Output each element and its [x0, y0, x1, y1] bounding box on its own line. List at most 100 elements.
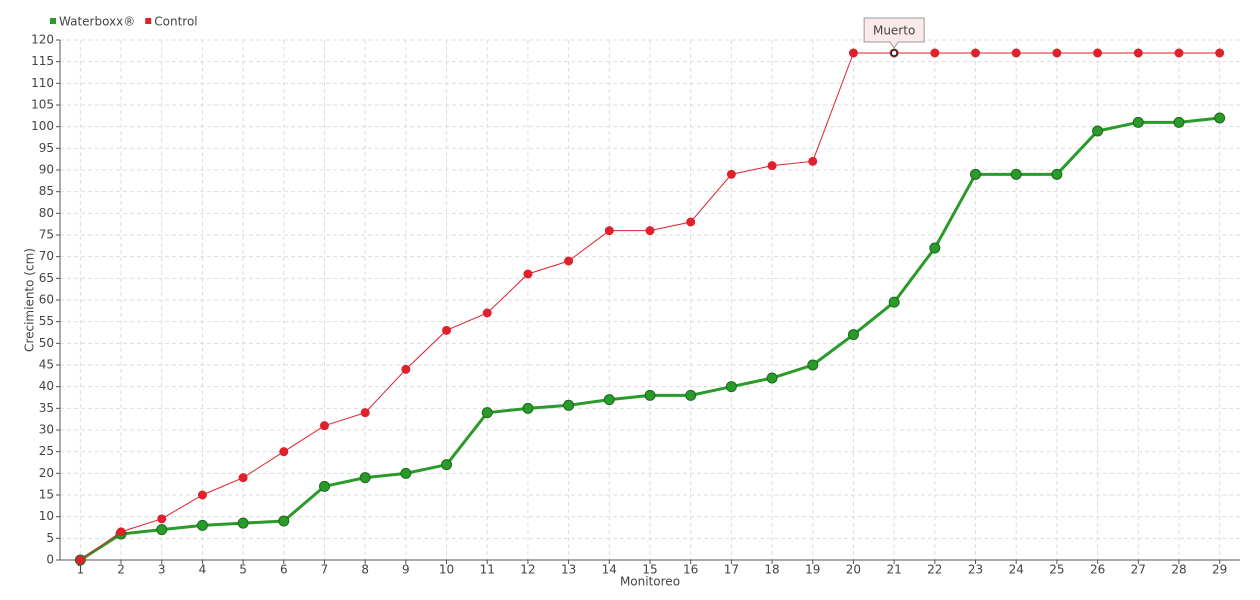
- y-tick-label: 105: [31, 98, 54, 112]
- data-point: [237, 517, 249, 529]
- y-tick-label: 25: [39, 444, 54, 458]
- data-point: [1174, 48, 1184, 58]
- data-point: [1214, 112, 1226, 124]
- data-point: [523, 269, 533, 279]
- data-point: [685, 389, 697, 401]
- x-tick-label: 15: [642, 563, 657, 577]
- data-point: [1132, 116, 1144, 128]
- x-tick-label: 19: [805, 563, 820, 577]
- data-point: [482, 308, 492, 318]
- series-line: [79, 116, 1220, 562]
- data-point: [603, 394, 615, 406]
- y-tick-label: 10: [39, 509, 54, 523]
- x-tick-label: 24: [1009, 563, 1024, 577]
- x-tick-label: 16: [683, 563, 698, 577]
- x-tick-label: 26: [1090, 563, 1105, 577]
- x-tick-label: 1: [77, 563, 85, 577]
- y-tick-label: 65: [39, 271, 54, 285]
- data-point: [848, 48, 858, 58]
- x-tick-label: 13: [561, 563, 576, 577]
- y-tick-label: 35: [39, 401, 54, 415]
- data-point: [197, 490, 207, 500]
- data-point: [1052, 48, 1062, 58]
- data-point: [767, 161, 777, 171]
- y-tick-label: 85: [39, 184, 54, 198]
- x-tick-label: 2: [117, 563, 125, 577]
- data-point: [318, 480, 330, 492]
- data-point: [360, 408, 370, 418]
- x-tick-label: 17: [724, 563, 739, 577]
- x-tick-label: 4: [199, 563, 207, 577]
- data-point: [563, 399, 575, 411]
- y-tick-label: 100: [31, 119, 54, 133]
- data-point: [157, 514, 167, 524]
- y-tick-label: 70: [39, 249, 54, 263]
- data-point: [726, 169, 736, 179]
- data-point: [1215, 48, 1225, 58]
- x-tick-label: 6: [280, 563, 288, 577]
- data-point: [1011, 48, 1021, 58]
- data-point: [971, 48, 981, 58]
- legend-label: Waterboxx®: [59, 15, 135, 29]
- data-point: [808, 156, 818, 166]
- data-point: [564, 256, 574, 266]
- x-axis-label: Monitoreo: [620, 575, 680, 589]
- data-point: [442, 325, 452, 335]
- data-point: [238, 473, 248, 483]
- data-point: [604, 226, 614, 236]
- data-point: [441, 459, 453, 471]
- y-tick-label: 60: [39, 293, 54, 307]
- x-tick-label: 29: [1212, 563, 1227, 577]
- data-point: [278, 515, 290, 527]
- x-tick-label: 27: [1131, 563, 1146, 577]
- data-point: [645, 226, 655, 236]
- y-tick-label: 120: [31, 33, 54, 47]
- x-tick-label: 5: [239, 563, 247, 577]
- y-tick-label: 115: [31, 54, 54, 68]
- annotation-text: Muerto: [873, 24, 915, 38]
- data-point: [400, 467, 412, 479]
- legend-swatch: [50, 18, 56, 24]
- data-point: [359, 472, 371, 484]
- x-tick-label: 12: [520, 563, 535, 577]
- legend-swatch: [145, 18, 152, 24]
- y-tick-label: 50: [39, 336, 54, 350]
- data-point: [1173, 116, 1185, 128]
- y-tick-label: 80: [39, 206, 54, 220]
- x-tick-label: 11: [480, 563, 495, 577]
- y-tick-label: 0: [46, 553, 54, 567]
- data-point: [930, 48, 940, 58]
- data-point: [807, 359, 819, 371]
- data-point: [644, 389, 656, 401]
- data-point: [319, 421, 329, 431]
- data-point: [1092, 125, 1104, 137]
- data-point: [766, 372, 778, 384]
- y-tick-label: 95: [39, 141, 54, 155]
- x-tick-label: 14: [602, 563, 617, 577]
- legend-label: Control: [154, 15, 197, 29]
- data-point: [929, 242, 941, 254]
- data-point: [1093, 48, 1103, 58]
- y-axis-label: Crecimiento (cm): [23, 248, 37, 352]
- x-tick-label: 25: [1049, 563, 1064, 577]
- data-point: [401, 364, 411, 374]
- y-tick-label: 55: [39, 314, 54, 328]
- y-tick-label: 45: [39, 358, 54, 372]
- y-tick-label: 5: [46, 531, 54, 545]
- data-point: [156, 524, 168, 536]
- y-tick-label: 75: [39, 228, 54, 242]
- y-tick-label: 15: [39, 488, 54, 502]
- y-tick-label: 40: [39, 379, 54, 393]
- data-point: [847, 329, 859, 341]
- x-tick-label: 9: [402, 563, 410, 577]
- data-point: [75, 555, 85, 565]
- x-tick-label: 7: [321, 563, 329, 577]
- x-tick-label: 22: [927, 563, 942, 577]
- x-tick-label: 10: [439, 563, 454, 577]
- data-point: [116, 527, 126, 537]
- x-tick-label: 18: [764, 563, 779, 577]
- y-tick-label: 20: [39, 466, 54, 480]
- data-point: [686, 217, 696, 227]
